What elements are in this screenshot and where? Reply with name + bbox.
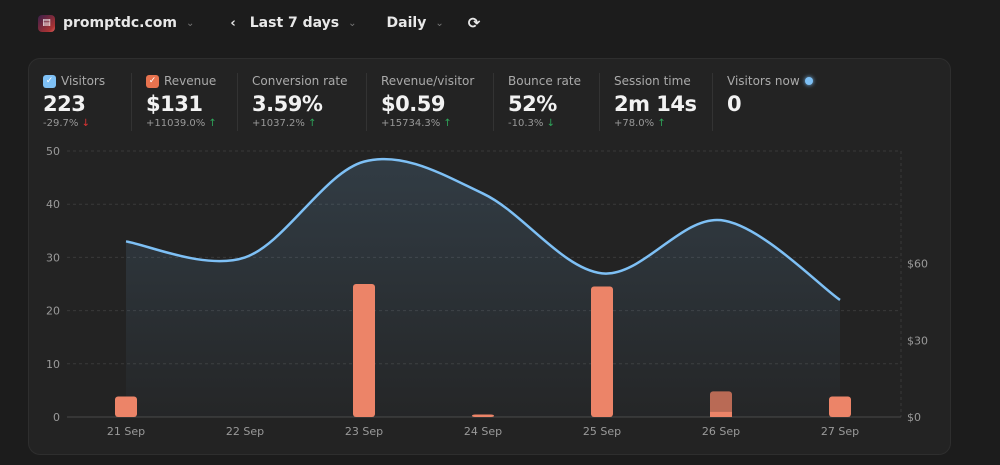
checkbox-icon[interactable]: ✓ bbox=[146, 74, 159, 88]
metric-change: -29.7% ↓ bbox=[43, 118, 117, 129]
metric-label-row: ✓ Visitors bbox=[43, 73, 117, 89]
metric-value: $131 bbox=[146, 92, 203, 116]
x-tick-label: 25 Sep bbox=[583, 425, 621, 438]
metric-change-value: -29.7% bbox=[43, 118, 79, 129]
metric-change: +15734.3% ↑ bbox=[381, 118, 479, 129]
metric-label: Revenue/visitor bbox=[381, 74, 475, 88]
metric-revenue-visitor: Revenue/visitor $0.59 +15734.3% ↑ bbox=[367, 73, 494, 131]
metric-revenue[interactable]: ✓ Revenue $131 +11039.0% ↑ bbox=[132, 73, 238, 131]
live-dot-icon bbox=[804, 77, 813, 85]
metric-label-row: Visitors now bbox=[727, 73, 819, 89]
metric-value: 223 bbox=[43, 92, 86, 116]
revenue-bar-segment bbox=[710, 411, 732, 417]
date-range-selector[interactable]: Last 7 days bbox=[249, 15, 340, 31]
metric-session-time: Session time 2m 14s +78.0% ↑ bbox=[600, 73, 713, 131]
arrow-up-icon: ↑ bbox=[657, 118, 666, 129]
metric-value: 3.59% bbox=[252, 92, 323, 116]
metric-label: Visitors bbox=[61, 74, 106, 88]
metric-change: +11039.0% ↑ bbox=[146, 118, 223, 129]
metric-label: Visitors now bbox=[727, 74, 800, 88]
revenue-bar bbox=[115, 396, 137, 417]
left-tick-label: 20 bbox=[46, 305, 60, 318]
right-tick-label: $0 bbox=[907, 411, 921, 424]
metric-label: Revenue bbox=[164, 74, 217, 88]
left-tick-label: 30 bbox=[46, 251, 60, 264]
previous-period-button[interactable]: ‹ bbox=[230, 15, 236, 31]
x-tick-label: 24 Sep bbox=[464, 425, 502, 438]
metric-label-row: Conversion rate bbox=[252, 73, 352, 89]
metric-value: 52% bbox=[508, 92, 557, 116]
site-logo: ▤ bbox=[38, 14, 55, 32]
x-tick-label: 22 Sep bbox=[226, 425, 264, 438]
metric-change-value: +78.0% bbox=[614, 118, 655, 129]
visitors-line bbox=[125, 157, 841, 301]
metric-change: +78.0% ↑ bbox=[614, 118, 698, 129]
revenue-bar bbox=[353, 284, 375, 417]
metric-value: 0 bbox=[727, 92, 742, 116]
checkbox-icon[interactable]: ✓ bbox=[43, 74, 56, 88]
arrow-up-icon: ↑ bbox=[308, 118, 317, 129]
arrow-down-icon: ↓ bbox=[81, 118, 90, 129]
metric-visitors[interactable]: ✓ Visitors 223 -29.7% ↓ bbox=[29, 73, 132, 131]
metric-change-value: -10.3% bbox=[508, 118, 544, 129]
arrow-up-icon: ↑ bbox=[208, 118, 217, 129]
x-tick-label: 26 Sep bbox=[702, 425, 740, 438]
metrics-row: ✓ Visitors 223 -29.7% ↓ ✓ Revenue $131 +11039.0… bbox=[29, 73, 833, 131]
revenue-bar bbox=[591, 286, 613, 417]
chevron-down-icon[interactable]: ⌄ bbox=[186, 17, 195, 29]
metric-conversion-rate: Conversion rate 3.59% +1037.2% ↑ bbox=[238, 73, 367, 131]
right-tick-label: $30 bbox=[907, 334, 928, 347]
metric-change-value: +15734.3% bbox=[381, 118, 441, 129]
left-tick-label: 40 bbox=[46, 198, 60, 211]
x-tick-label: 23 Sep bbox=[345, 425, 383, 438]
arrow-up-icon: ↑ bbox=[443, 118, 452, 129]
site-selector[interactable]: promptdc.com bbox=[63, 15, 177, 31]
x-tick-label: 27 Sep bbox=[821, 425, 859, 438]
revenue-bar bbox=[472, 414, 494, 417]
metric-label: Conversion rate bbox=[252, 74, 348, 88]
left-tick-label: 0 bbox=[53, 411, 60, 424]
metric-visitors-now: Visitors now 0 bbox=[713, 73, 833, 131]
arrow-down-icon: ↓ bbox=[546, 118, 555, 129]
metric-label-row: Bounce rate bbox=[508, 73, 585, 89]
analytics-card: ✓ Visitors 223 -29.7% ↓ ✓ Revenue $131 +11039.0… bbox=[28, 58, 951, 455]
metric-label: Bounce rate bbox=[508, 74, 581, 88]
chevron-down-icon[interactable]: ⌄ bbox=[435, 17, 444, 29]
revenue-bar bbox=[710, 391, 732, 417]
left-tick-label: 50 bbox=[46, 145, 60, 158]
chevron-down-icon[interactable]: ⌄ bbox=[348, 17, 357, 29]
metric-label: Session time bbox=[614, 74, 691, 88]
metric-label-row: ✓ Revenue bbox=[146, 73, 223, 89]
x-tick-label: 21 Sep bbox=[107, 425, 145, 438]
metric-change: -10.3% ↓ bbox=[508, 118, 585, 129]
metric-bounce-rate: Bounce rate 52% -10.3% ↓ bbox=[494, 73, 600, 131]
left-tick-label: 10 bbox=[46, 358, 60, 371]
metric-change: +1037.2% ↑ bbox=[252, 118, 352, 129]
metric-label-row: Session time bbox=[614, 73, 698, 89]
revenue-bar bbox=[829, 396, 851, 417]
visitors-area bbox=[126, 159, 840, 417]
metric-label-row: Revenue/visitor bbox=[381, 73, 479, 89]
interval-selector[interactable]: Daily bbox=[386, 15, 427, 31]
metric-value: 2m 14s bbox=[614, 92, 697, 116]
metric-value: $0.59 bbox=[381, 92, 445, 116]
chart: 0 10 20 30 40 50 $0 $30 $60 21 Sep 22 Sep 23 Sep 24 … bbox=[46, 145, 928, 438]
refresh-icon[interactable]: ⟳ bbox=[467, 14, 481, 32]
right-tick-label: $60 bbox=[907, 258, 928, 271]
top-bar: ▤ promptdc.com ⌄ ‹ Last 7 days ⌄ Daily ⌄… bbox=[38, 12, 480, 34]
metric-change-value: +1037.2% bbox=[252, 118, 305, 129]
metric-change-value: +11039.0% bbox=[146, 118, 206, 129]
